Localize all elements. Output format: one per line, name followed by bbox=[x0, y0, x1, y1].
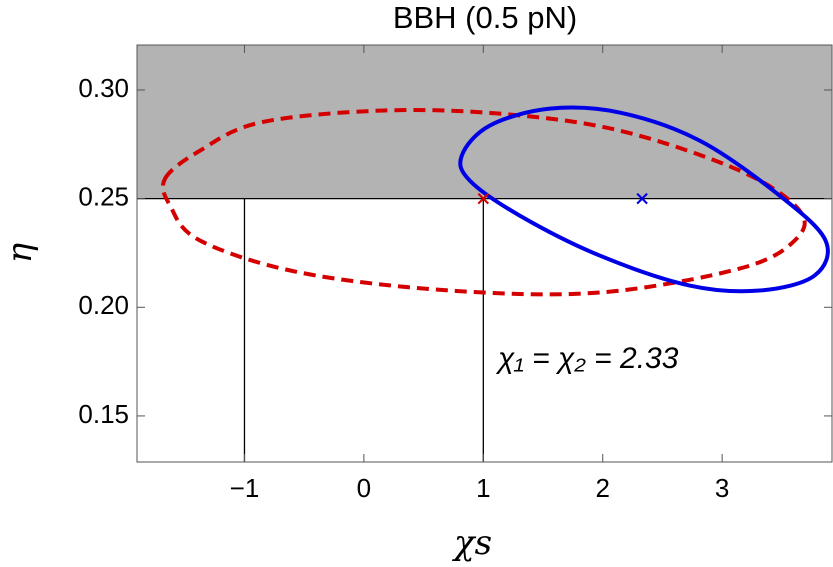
x-axis-label: χs bbox=[452, 523, 492, 563]
point-marker bbox=[636, 192, 648, 205]
plot-frame bbox=[136, 44, 833, 463]
contour-line bbox=[160, 107, 807, 297]
y-tick-label: 0.20 bbox=[78, 290, 129, 320]
chart-title: BBH (0.5 pN) bbox=[393, 0, 577, 35]
contour-line bbox=[458, 105, 830, 294]
y-axis-label: η bbox=[0, 242, 40, 263]
point-marker bbox=[477, 192, 490, 205]
y-tick-label: 0.30 bbox=[78, 73, 129, 103]
shaded-region bbox=[137, 45, 832, 199]
x-tick-label: 2 bbox=[595, 473, 609, 503]
x-tick-label: −1 bbox=[230, 473, 260, 503]
annotation: χ₁ = χ₂ = 2.33 bbox=[495, 342, 679, 375]
y-tick-label: 0.25 bbox=[78, 182, 129, 212]
y-tick-label: 0.15 bbox=[78, 399, 129, 429]
x-tick-label: 0 bbox=[357, 473, 371, 503]
x-tick-label: 1 bbox=[476, 473, 490, 503]
x-tick-label: 3 bbox=[715, 473, 729, 503]
